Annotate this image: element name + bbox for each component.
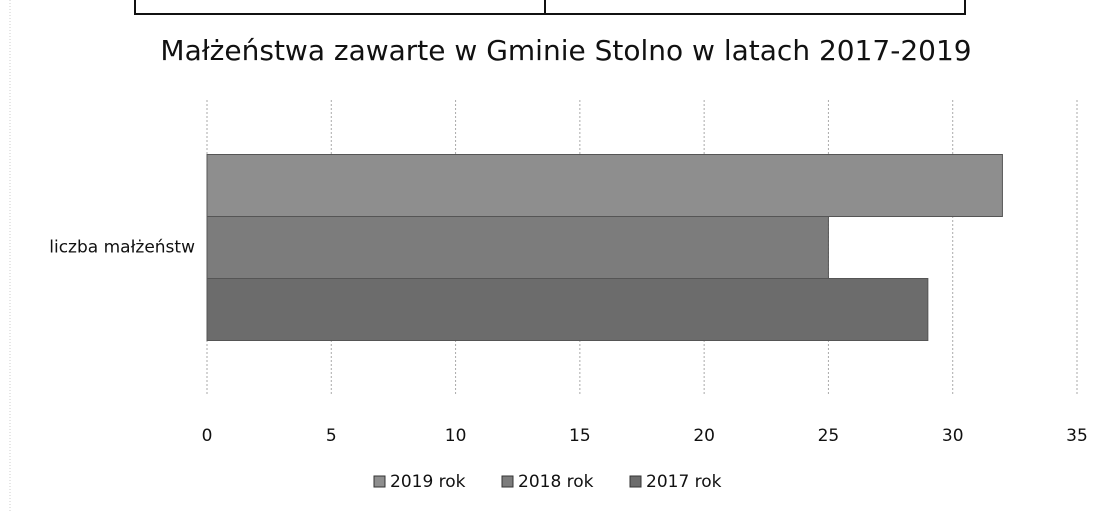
table-fragment [134,0,966,15]
x-tick-label: 0 [202,426,213,446]
legend-label: 2018 rok [518,472,594,492]
x-tick-label: 15 [569,426,591,446]
x-tick-label: 10 [445,426,467,446]
bar [206,216,829,279]
bar [206,278,929,341]
x-tick-label: 30 [942,426,964,446]
y-tick-label: liczba małżeństw [49,238,195,258]
x-tick-label: 5 [326,426,337,446]
legend-swatch [373,475,386,488]
chart-title: Małżeństwa zawarte w Gminie Stolno w lat… [160,34,971,67]
bar [206,154,1003,217]
legend-label: 2017 rok [646,472,722,492]
x-tick-label: 35 [1066,426,1088,446]
x-tick-label: 20 [693,426,715,446]
legend-swatch [629,475,642,488]
x-tick-label: 25 [818,426,840,446]
legend-label: 2019 rok [390,472,466,492]
legend-swatch [501,475,514,488]
